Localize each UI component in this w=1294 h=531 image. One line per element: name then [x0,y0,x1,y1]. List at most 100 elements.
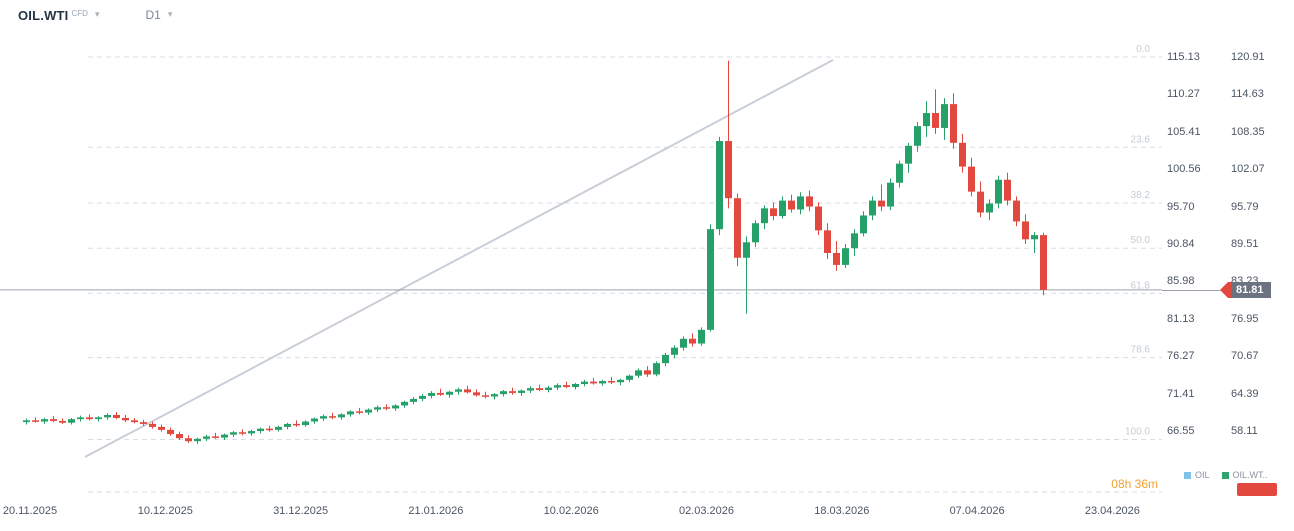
candle [374,407,381,410]
candle [608,381,615,383]
candle [734,198,741,258]
candle [464,389,471,393]
candle [671,347,678,355]
candle [122,417,129,421]
fib-level-label: 100.0 [1125,426,1150,437]
candle [743,242,750,258]
price-axis[interactable]: 115.13 110.27 105.41 100.56 95.70 90.84 85.98 8… [1162,0,1294,531]
candle [275,426,282,430]
candle [437,392,444,395]
candle [293,423,300,426]
candle [599,381,606,384]
candle [689,338,696,344]
price-axis-right-label: 70.67 [1231,350,1259,363]
candle [302,421,309,426]
fib-level-label: 78.6 [1131,345,1151,356]
symbol-name: OIL.WTI [18,8,69,23]
oil-series-label[interactable]: OIL [1195,470,1210,480]
candle [239,432,246,434]
candle [338,414,345,418]
candle [131,420,138,423]
oilwti-series-swatch-icon [1221,471,1229,479]
candle [383,407,390,409]
candle [1004,179,1011,201]
price-axis-right-label: 120.91 [1231,51,1265,63]
candle [428,392,435,396]
candle [23,420,30,423]
candle [806,196,813,207]
candle [824,230,831,253]
price-axis-left-label: 115.13 [1167,51,1200,63]
candle [644,370,651,375]
trend-line[interactable] [84,59,834,458]
price-axis-right-label: 89.51 [1231,238,1259,250]
candle [167,429,174,435]
candle [1013,200,1020,222]
current-price-badge: 81.81 [1220,281,1271,298]
candle [284,423,291,427]
candle [896,163,903,183]
price-axis-right-label: 102.07 [1231,163,1265,176]
candle [923,113,930,127]
candle [635,370,642,376]
chart-legend: OIL OIL.WT.. [1184,470,1268,480]
candle [419,395,426,399]
overlay-price-badge [1237,483,1277,496]
candle [968,166,975,192]
candle [320,416,327,419]
chevron-down-icon[interactable]: ▾ [94,9,100,19]
candle [329,416,336,418]
candle [662,354,669,364]
candle [905,145,912,164]
candle [86,417,93,420]
candlestick-chart[interactable]: 0.0 23.6 38.2 50.0 61.8 78.6 100.0 [0,0,1162,531]
candle [860,215,867,234]
candle [851,233,858,249]
candle [113,414,120,418]
chart-header: OIL.WTI CFD ▾ D1 ▾ [18,8,172,23]
price-axis-left-label: 105.41 [1167,125,1201,138]
candle [653,363,660,375]
oil-series-swatch-icon [1184,471,1191,479]
candle [626,375,633,380]
fib-level-label: 50.0 [1131,235,1151,246]
candle [725,141,732,199]
candle [1022,221,1029,240]
candle [788,200,795,210]
candle [185,438,192,442]
candle [536,388,543,390]
price-axis-left-label: 76.27 [1167,350,1195,363]
candle [833,252,840,265]
timeframe-selector[interactable]: D1 ▾ [145,8,172,22]
candle [68,419,75,423]
candle [878,200,885,207]
candle [527,388,534,391]
candle [194,438,201,442]
candle [176,434,183,439]
oilwti-series-label[interactable]: OIL.WT.. [1232,470,1268,480]
candle [266,428,273,431]
timeframe-label: D1 [145,8,161,22]
date-axis-label: 31.12.2025 [273,505,329,517]
candle [581,381,588,385]
candle [149,423,156,427]
date-axis-label: 18.03.2026 [814,505,870,517]
candle [347,411,354,415]
date-axis[interactable]: 20.11.2025 10.12.2025 31.12.2025 21.01.2026… [0,505,1294,527]
candle [842,248,849,265]
candle [941,104,948,128]
price-axis-left-label: 95.70 [1167,200,1195,213]
price-axis-right-label: 108.35 [1231,125,1265,138]
fib-level-label: 23.6 [1131,134,1151,145]
candle [41,419,48,422]
candle [959,142,966,167]
chevron-down-icon[interactable]: ▾ [167,9,173,19]
candle [257,428,264,432]
symbol-selector[interactable]: OIL.WTI CFD ▾ [18,8,99,23]
candle [509,391,516,393]
candle [230,432,237,435]
candle [491,394,498,397]
candle [563,385,570,387]
candle [698,329,705,344]
